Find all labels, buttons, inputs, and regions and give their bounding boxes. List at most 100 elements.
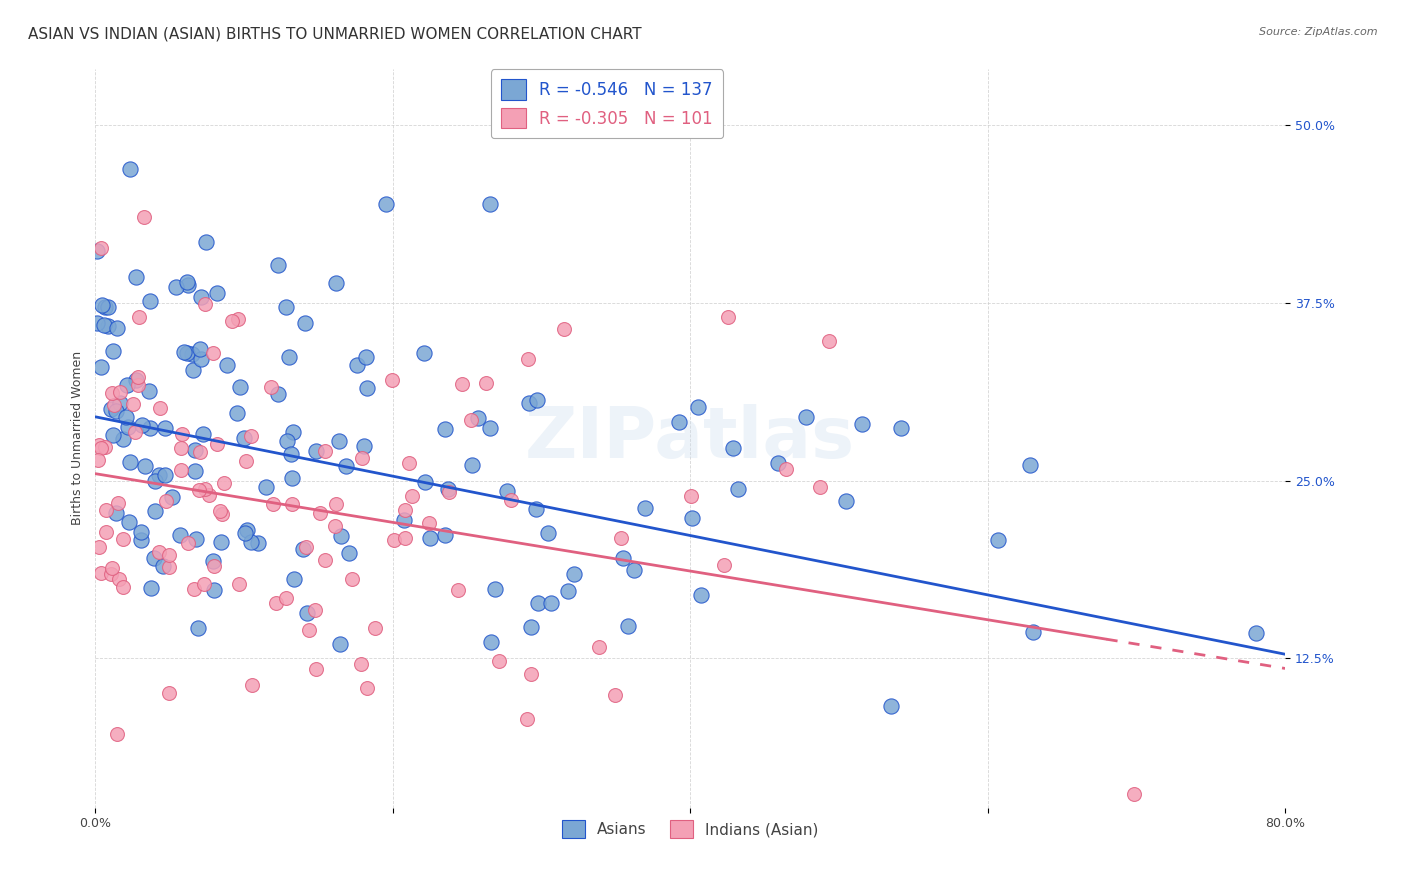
Point xyxy=(112,580,135,594)
Point xyxy=(588,640,610,654)
Point xyxy=(217,358,239,372)
Point xyxy=(337,546,360,560)
Point xyxy=(340,572,363,586)
Point xyxy=(229,380,252,394)
Point xyxy=(120,455,142,469)
Point xyxy=(267,387,290,401)
Point xyxy=(434,528,457,542)
Point xyxy=(184,442,207,457)
Point xyxy=(228,311,250,326)
Point xyxy=(170,441,193,455)
Point xyxy=(688,401,710,415)
Point xyxy=(350,657,373,671)
Point xyxy=(304,602,326,616)
Point xyxy=(138,384,160,399)
Point xyxy=(108,572,131,586)
Point xyxy=(305,662,328,676)
Point xyxy=(87,437,110,451)
Point xyxy=(382,533,405,548)
Point xyxy=(412,346,434,360)
Point xyxy=(526,596,548,610)
Point xyxy=(155,494,177,508)
Point xyxy=(298,623,321,637)
Point xyxy=(157,560,180,574)
Point xyxy=(111,433,134,447)
Point xyxy=(679,489,702,503)
Point xyxy=(108,384,131,399)
Point xyxy=(100,566,122,581)
Point xyxy=(94,503,117,517)
Point xyxy=(274,301,297,315)
Point xyxy=(173,345,195,359)
Point xyxy=(356,681,378,695)
Point xyxy=(309,506,332,520)
Point xyxy=(90,441,112,455)
Point xyxy=(132,210,155,224)
Point xyxy=(127,378,149,392)
Point xyxy=(499,493,522,508)
Point xyxy=(682,511,704,525)
Point xyxy=(356,381,378,395)
Point xyxy=(346,358,368,372)
Point xyxy=(152,558,174,573)
Point xyxy=(479,197,502,211)
Point xyxy=(183,582,205,596)
Point xyxy=(157,549,180,563)
Point xyxy=(305,444,328,458)
Point xyxy=(294,317,316,331)
Point xyxy=(188,343,211,357)
Point xyxy=(86,317,108,331)
Point xyxy=(394,503,416,517)
Point xyxy=(520,667,543,681)
Point xyxy=(103,344,125,359)
Point xyxy=(461,458,484,472)
Point xyxy=(207,285,229,300)
Point xyxy=(364,621,387,635)
Point xyxy=(228,577,250,591)
Point xyxy=(413,475,436,490)
Point xyxy=(557,584,579,599)
Point xyxy=(451,377,474,392)
Point xyxy=(721,441,744,455)
Point xyxy=(276,591,298,606)
Text: ASIAN VS INDIAN (ASIAN) BIRTHS TO UNMARRIED WOMEN CORRELATION CHART: ASIAN VS INDIAN (ASIAN) BIRTHS TO UNMARR… xyxy=(28,27,641,42)
Point xyxy=(93,318,115,333)
Point xyxy=(240,678,263,692)
Point xyxy=(194,235,217,250)
Point xyxy=(100,386,122,401)
Point xyxy=(277,350,299,364)
Point xyxy=(353,439,375,453)
Point xyxy=(87,453,110,467)
Point xyxy=(138,421,160,435)
Point xyxy=(283,425,305,439)
Point xyxy=(122,397,145,411)
Point xyxy=(280,447,302,461)
Point xyxy=(139,581,162,595)
Point xyxy=(690,588,713,602)
Point xyxy=(202,583,225,598)
Point xyxy=(323,519,346,533)
Point xyxy=(766,456,789,470)
Point xyxy=(181,363,204,377)
Point xyxy=(524,502,547,516)
Point xyxy=(194,297,217,311)
Point xyxy=(160,490,183,504)
Point xyxy=(90,566,112,581)
Point xyxy=(281,497,304,511)
Point xyxy=(176,345,198,359)
Point xyxy=(111,533,134,547)
Point xyxy=(225,406,247,420)
Point xyxy=(103,398,125,412)
Legend: Asians, Indians (Asian): Asians, Indians (Asian) xyxy=(555,814,824,845)
Point xyxy=(93,440,115,454)
Point xyxy=(281,471,304,485)
Point xyxy=(295,540,318,554)
Point xyxy=(668,415,690,429)
Point xyxy=(276,434,298,449)
Point xyxy=(817,334,839,348)
Point xyxy=(190,289,212,303)
Point xyxy=(105,507,128,521)
Point xyxy=(247,536,270,550)
Y-axis label: Births to Unmarried Women: Births to Unmarried Women xyxy=(72,351,84,525)
Point xyxy=(211,507,233,521)
